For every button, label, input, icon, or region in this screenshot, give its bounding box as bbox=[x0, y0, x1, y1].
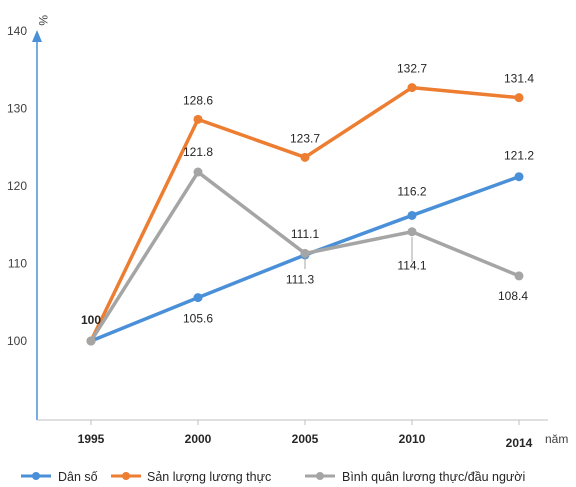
legend-label-dan-so: Dân số bbox=[58, 470, 98, 484]
series-binh-quan-point bbox=[514, 271, 524, 281]
series-binh-quan-data-label: 111.3 bbox=[286, 272, 315, 286]
series-binh-quan-data-label: 108.4 bbox=[498, 289, 528, 303]
series-san-luong-data-label: 123.7 bbox=[290, 131, 320, 145]
y-axis-arrow bbox=[32, 30, 42, 42]
series-san-luong-point bbox=[514, 93, 524, 103]
data-labels: 105.6 111.1 116.2 121.2 128.6 123.7 132.7 131.4… bbox=[81, 62, 534, 327]
x-tick-label: 2005 bbox=[292, 432, 319, 446]
x-tick-label: 2014 bbox=[506, 436, 533, 450]
series-binh-quan-data-label: 100 bbox=[81, 313, 101, 327]
legend: Dân số Sản lượng lương thực Bình quân lư… bbox=[21, 470, 525, 484]
series-san-luong-data-label: 132.7 bbox=[397, 62, 427, 76]
y-axis-unit-label: % bbox=[36, 15, 50, 26]
x-axis-unit-label: năm bbox=[545, 432, 568, 446]
series-san-luong-line bbox=[89, 85, 521, 343]
series-san-luong-data-label: 131.4 bbox=[504, 72, 534, 86]
series-san-luong-point bbox=[193, 114, 203, 124]
x-tick-label: 2000 bbox=[185, 432, 212, 446]
y-tick-label: 130 bbox=[7, 102, 27, 116]
series-dan-so-point bbox=[193, 293, 203, 303]
series-san-luong-point bbox=[407, 83, 417, 93]
series-dan-so-data-label: 111.1 bbox=[291, 227, 320, 241]
legend-item-binh-quan: Bình quân lương thực/đầu người bbox=[305, 470, 525, 484]
y-tick-label: 140 bbox=[7, 24, 27, 38]
series-san-luong-point bbox=[300, 152, 310, 162]
series-dan-so-data-label: 105.6 bbox=[183, 312, 213, 326]
series-binh-quan-data-label: 121.8 bbox=[183, 145, 213, 159]
series-dan-so-data-label: 116.2 bbox=[397, 184, 426, 198]
series-dan-so-point bbox=[407, 210, 417, 220]
y-tick-label: 120 bbox=[7, 179, 27, 193]
y-tick-label: 100 bbox=[7, 334, 27, 348]
series-binh-quan-point bbox=[407, 227, 417, 237]
y-tick-labels: 140 130 120 110 100 bbox=[7, 24, 27, 348]
series-binh-quan-point bbox=[86, 336, 96, 346]
series-layer bbox=[86, 83, 524, 346]
series-binh-quan-data-label: 114.1 bbox=[397, 259, 426, 273]
series-san-luong-data-label: 128.6 bbox=[183, 93, 213, 107]
series-binh-quan-point bbox=[193, 167, 203, 177]
x-tick-labels: 1995 2000 2005 2010 2014 bbox=[78, 420, 533, 450]
y-tick-label: 110 bbox=[8, 257, 27, 271]
series-dan-so-point bbox=[514, 172, 524, 182]
series-dan-so-data-label: 121.2 bbox=[504, 149, 534, 163]
legend-label-san-luong: Sản lượng lương thực bbox=[147, 470, 271, 484]
x-tick-label: 2010 bbox=[399, 432, 426, 446]
series-binh-quan-point bbox=[300, 248, 310, 258]
legend-item-dan-so: Dân số bbox=[21, 470, 98, 484]
legend-item-san-luong: Sản lượng lương thực bbox=[111, 470, 271, 484]
x-tick-label: 1995 bbox=[78, 432, 105, 446]
legend-label-binh-quan: Bình quân lương thực/đầu người bbox=[342, 470, 525, 484]
